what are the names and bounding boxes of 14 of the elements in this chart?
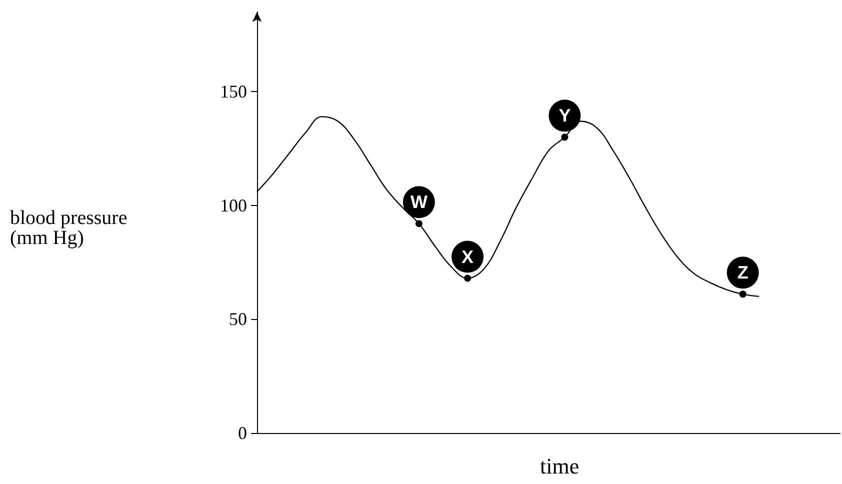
y-axis-title: blood pressure (mm Hg): [10, 207, 128, 249]
point: [464, 274, 472, 282]
x-axis-title: time: [540, 454, 580, 478]
point: [415, 220, 422, 228]
data-label: X: [462, 246, 474, 267]
data-label: Z: [737, 262, 748, 283]
data-label: Y: [558, 106, 571, 126]
point: [561, 134, 568, 141]
point: [739, 290, 746, 298]
y-tick-label: 50: [229, 309, 247, 330]
y-tick-label: 150: [220, 82, 247, 102]
y-tick-label: 0: [238, 423, 247, 443]
y-tick-label: 100: [220, 195, 247, 216]
data-label: W: [410, 192, 428, 212]
